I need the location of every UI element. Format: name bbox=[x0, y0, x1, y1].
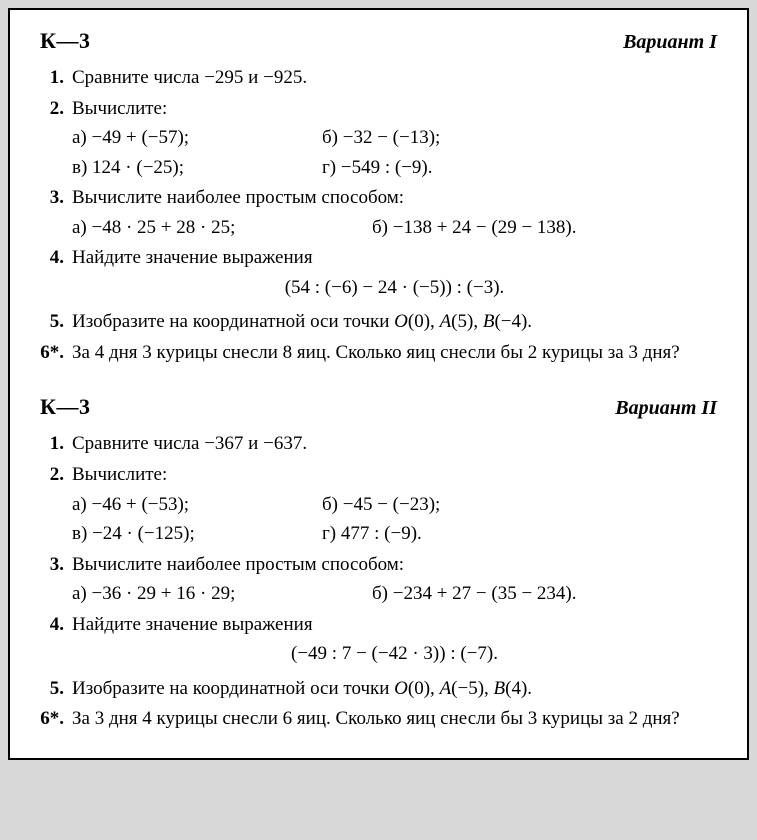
seg: (−4). bbox=[494, 311, 532, 332]
item-num: 2. bbox=[40, 95, 72, 182]
point-a: A bbox=[440, 678, 452, 699]
item-body: За 4 дня 3 курицы снесли 8 яиц. Сколько … bbox=[72, 339, 717, 367]
item-text: Найдите значение выражения bbox=[72, 614, 313, 635]
item-body: Вычислите: а) −46 + (−53); б) −45 − (−23… bbox=[72, 461, 717, 548]
point-b: B bbox=[494, 678, 506, 699]
problem-item: 2. Вычислите: а) −46 + (−53); б) −45 − (… bbox=[40, 461, 717, 548]
item-text: Вычислите: bbox=[72, 464, 167, 485]
item-body: Вычислите: а) −49 + (−57); б) −32 − (−13… bbox=[72, 95, 717, 182]
point-b: B bbox=[483, 311, 495, 332]
item-text: Найдите значение выражения bbox=[72, 247, 313, 268]
sub-row: а) −49 + (−57); б) −32 − (−13); bbox=[72, 124, 717, 152]
problem-item: 3. Вычислите наиболее простым способом: … bbox=[40, 551, 717, 608]
sub-a: а) −46 + (−53); bbox=[72, 491, 322, 519]
seg: (−5), bbox=[451, 678, 493, 699]
item-num: 1. bbox=[40, 64, 72, 92]
header-row: К—3 Вариант II bbox=[40, 394, 717, 420]
sub-b: б) −32 − (−13); bbox=[322, 124, 572, 152]
point-o: O bbox=[394, 311, 408, 332]
item-num: 5. bbox=[40, 308, 72, 336]
seg: (0), bbox=[408, 311, 440, 332]
problem-item: 6*. За 3 дня 4 курицы снесли 6 яиц. Скол… bbox=[40, 705, 717, 733]
sub-b: б) −45 − (−23); bbox=[322, 491, 572, 519]
sub-row: в) 124 · (−25); г) −549 : (−9). bbox=[72, 154, 717, 182]
item-num: 2. bbox=[40, 461, 72, 548]
problem-item: 2. Вычислите: а) −49 + (−57); б) −32 − (… bbox=[40, 95, 717, 182]
item-body: За 3 дня 4 курицы снесли 6 яиц. Сколько … bbox=[72, 705, 717, 733]
item-body: Вычислите наиболее простым способом: а) … bbox=[72, 184, 717, 241]
variant-block-1: К—3 Вариант I 1. Сравните числа −295 и −… bbox=[40, 28, 717, 366]
expression: (−49 : 7 − (−42 · 3)) : (−7). bbox=[72, 640, 717, 668]
sub-row: а) −48 · 25 + 28 · 25; б) −138 + 24 − (2… bbox=[72, 214, 717, 242]
item-text: Вычислите: bbox=[72, 98, 167, 119]
item-body: Найдите значение выражения (−49 : 7 − (−… bbox=[72, 611, 717, 672]
problem-item: 1. Сравните числа −367 и −637. bbox=[40, 430, 717, 458]
item-num: 6*. bbox=[40, 339, 72, 367]
page: К—3 Вариант I 1. Сравните числа −295 и −… bbox=[8, 8, 749, 760]
item-num: 1. bbox=[40, 430, 72, 458]
item-body: Изобразите на координатной оси точки O(0… bbox=[72, 308, 717, 336]
sub-row: в) −24 · (−125); г) 477 : (−9). bbox=[72, 520, 717, 548]
point-a: A bbox=[440, 311, 452, 332]
problem-item: 4. Найдите значение выражения (−49 : 7 −… bbox=[40, 611, 717, 672]
expression: (54 : (−6) − 24 · (−5)) : (−3). bbox=[72, 274, 717, 302]
item-body: Найдите значение выражения (54 : (−6) − … bbox=[72, 244, 717, 305]
seg: (0), bbox=[408, 678, 440, 699]
item-text: Вычислите наиболее простым способом: bbox=[72, 554, 404, 575]
sub-a: в) 124 · (−25); bbox=[72, 154, 322, 182]
point-o: O bbox=[394, 678, 408, 699]
seg: Изобразите на координатной оси точки bbox=[72, 311, 394, 332]
item-body: Сравните числа −295 и −925. bbox=[72, 64, 717, 92]
sub-b: б) −138 + 24 − (29 − 138). bbox=[372, 214, 577, 242]
sub-b: г) −549 : (−9). bbox=[322, 154, 572, 182]
problem-item: 5. Изобразите на координатной оси точки … bbox=[40, 308, 717, 336]
k-label: К—3 bbox=[40, 394, 90, 420]
seg: (4). bbox=[505, 678, 532, 699]
header-row: К—3 Вариант I bbox=[40, 28, 717, 54]
item-num: 4. bbox=[40, 611, 72, 672]
seg: Изобразите на координатной оси точки bbox=[72, 678, 394, 699]
problem-item: 5. Изобразите на координатной оси точки … bbox=[40, 675, 717, 703]
item-num: 6*. bbox=[40, 705, 72, 733]
sub-row: а) −36 · 29 + 16 · 29; б) −234 + 27 − (3… bbox=[72, 580, 717, 608]
item-num: 4. bbox=[40, 244, 72, 305]
item-text: Вычислите наиболее простым способом: bbox=[72, 187, 404, 208]
problem-item: 4. Найдите значение выражения (54 : (−6)… bbox=[40, 244, 717, 305]
sub-b: г) 477 : (−9). bbox=[322, 520, 572, 548]
item-num: 3. bbox=[40, 184, 72, 241]
item-body: Изобразите на координатной оси точки O(0… bbox=[72, 675, 717, 703]
sub-row: а) −46 + (−53); б) −45 − (−23); bbox=[72, 491, 717, 519]
variant-label: Вариант I bbox=[623, 31, 717, 54]
sub-a: в) −24 · (−125); bbox=[72, 520, 322, 548]
item-body: Сравните числа −367 и −637. bbox=[72, 430, 717, 458]
problem-item: 3. Вычислите наиболее простым способом: … bbox=[40, 184, 717, 241]
item-num: 5. bbox=[40, 675, 72, 703]
seg: (5), bbox=[451, 311, 483, 332]
problem-item: 6*. За 4 дня 3 курицы снесли 8 яиц. Скол… bbox=[40, 339, 717, 367]
sub-b: б) −234 + 27 − (35 − 234). bbox=[372, 580, 577, 608]
problem-item: 1. Сравните числа −295 и −925. bbox=[40, 64, 717, 92]
item-body: Вычислите наиболее простым способом: а) … bbox=[72, 551, 717, 608]
sub-a: а) −48 · 25 + 28 · 25; bbox=[72, 214, 372, 242]
item-num: 3. bbox=[40, 551, 72, 608]
variant-label: Вариант II bbox=[615, 397, 717, 420]
k-label: К—3 bbox=[40, 28, 90, 54]
variant-block-2: К—3 Вариант II 1. Сравните числа −367 и … bbox=[40, 394, 717, 732]
sub-a: а) −36 · 29 + 16 · 29; bbox=[72, 580, 372, 608]
sub-a: а) −49 + (−57); bbox=[72, 124, 322, 152]
